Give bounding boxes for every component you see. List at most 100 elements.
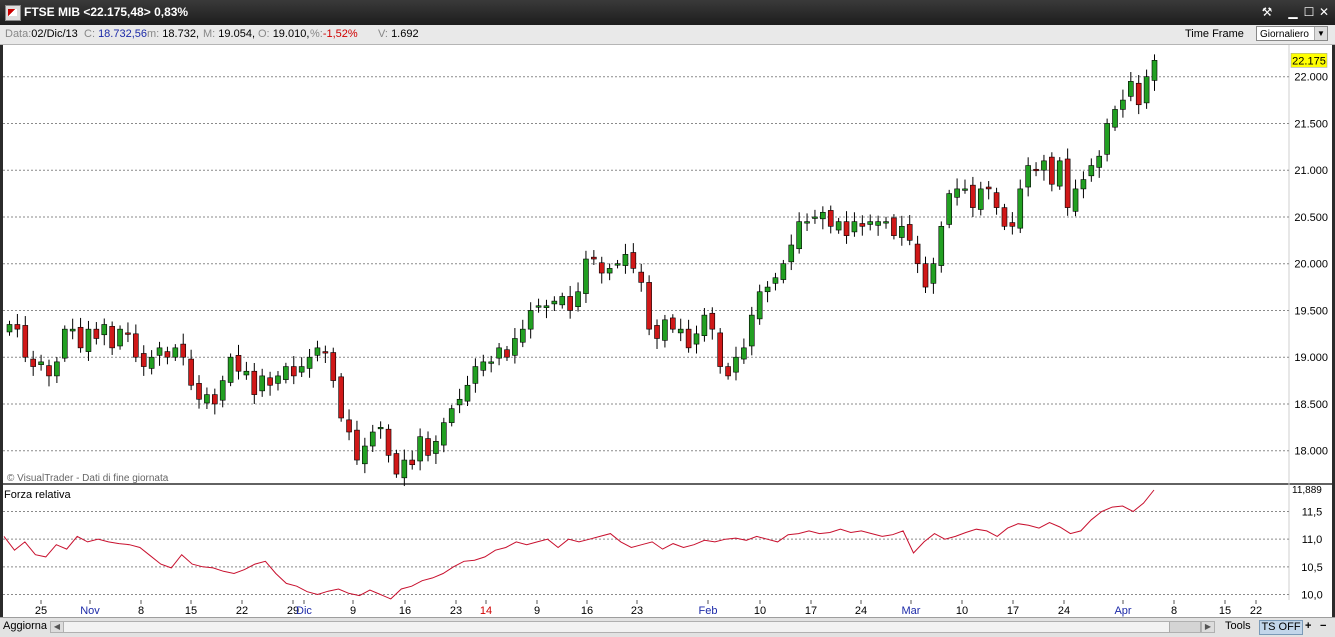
candle-body-up (456, 398, 463, 406)
candle-body-up (417, 436, 423, 462)
candle-body-up (219, 380, 226, 401)
candle (764, 281, 771, 303)
scroll-right-icon[interactable]: ▶ (1201, 622, 1214, 632)
indicator-axis-bg (1289, 485, 1332, 600)
chevron-down-icon[interactable]: ▼ (1314, 27, 1327, 40)
candle (851, 212, 858, 237)
candle-body-down (267, 377, 273, 386)
candle (275, 371, 281, 391)
scroll-thumb[interactable] (1169, 622, 1201, 632)
price-tick-label: 20.500 (1294, 212, 1328, 224)
last-price-box (1290, 53, 1328, 68)
candle-body-up (1041, 160, 1047, 171)
indicator-axis: 11,5 11,0 10,5 10,0 (1301, 507, 1322, 602)
time-tick-label: 14 (480, 605, 492, 617)
candle-body-up (622, 254, 629, 266)
candle-body-down (93, 328, 100, 339)
candle (362, 437, 368, 474)
candle-body-up (1096, 155, 1103, 168)
candle-body-up (148, 356, 155, 369)
candle-body-down (504, 349, 510, 358)
candle-body-up (756, 291, 763, 320)
indicator-plot-bg (3, 485, 1289, 600)
candle (267, 371, 273, 396)
candle-body-up (527, 310, 534, 330)
candle (859, 215, 866, 236)
candle (180, 333, 187, 366)
candle-body-up (448, 408, 455, 423)
candle (922, 256, 929, 294)
candle-body-down (567, 296, 573, 311)
time-tick-label: 9 (350, 605, 356, 617)
candle (1112, 105, 1118, 131)
candle-body-up (6, 324, 13, 333)
time-tick-label: Nov (80, 605, 100, 617)
candle (85, 320, 92, 361)
time-frame-select[interactable]: Giornaliero ▼ (1256, 26, 1328, 41)
horizontal-scrollbar[interactable]: ◀ ▶ (50, 621, 1215, 633)
candle (567, 285, 573, 319)
candle-body-down (425, 438, 431, 456)
price-tick-label: 20.000 (1294, 259, 1328, 271)
candle-body-up (1151, 60, 1158, 81)
candle-body-down (409, 459, 416, 466)
time-axis-bg (3, 600, 1332, 617)
candle (835, 217, 842, 234)
candle-body-up (606, 268, 613, 274)
candle (930, 257, 937, 294)
candles (6, 54, 1158, 487)
chart-area[interactable]: 22.000 21.500 21.000 20.500 20.000 19.500 19.0… (0, 45, 1335, 617)
time-tick-label: 16 (399, 605, 411, 617)
refresh-button[interactable]: Aggiorna (3, 620, 48, 632)
time-tick-label: 15 (1219, 605, 1231, 617)
time-tick-label: 23 (450, 605, 462, 617)
candle-body-up (441, 422, 447, 446)
maximize-icon[interactable]: ☐ (1303, 5, 1315, 19)
candle-body-up (1025, 165, 1031, 188)
candle-body-up (946, 193, 952, 225)
candle (1120, 89, 1126, 118)
close-field: C: 18.732,56 (84, 28, 147, 40)
candle (1151, 54, 1158, 91)
candle (796, 212, 802, 254)
tool-icon[interactable]: ⚒ (1261, 5, 1273, 19)
candle-body-up (1017, 188, 1024, 229)
candle-body-up (1072, 188, 1079, 212)
candle-body-up (54, 361, 60, 377)
candle (1009, 212, 1016, 235)
candle-body-down (1009, 222, 1016, 227)
zoom-out-button[interactable]: − (1320, 620, 1327, 632)
candle-body-down (1135, 82, 1142, 106)
candle-body-down (46, 365, 52, 377)
candle-body-down (591, 256, 597, 260)
candle (172, 344, 179, 361)
candle-body-up (369, 431, 376, 447)
candle-body-up (1112, 109, 1118, 128)
candle (330, 347, 337, 388)
candle (504, 345, 510, 361)
candle (227, 353, 234, 387)
candle-body-down (109, 326, 115, 349)
close-icon[interactable]: ✕ (1318, 5, 1330, 19)
minimize-icon[interactable]: ▁ (1288, 5, 1298, 19)
scroll-left-icon[interactable]: ◀ (51, 622, 64, 632)
candle (1033, 162, 1039, 177)
candle (654, 319, 660, 349)
candle-body-up (1088, 165, 1095, 177)
tools-button[interactable]: Tools (1225, 620, 1251, 632)
time-tick-label: 17 (1007, 605, 1019, 617)
candle (401, 449, 408, 487)
candle-body-down (646, 282, 652, 330)
candle (235, 344, 242, 380)
ts-off-button[interactable]: TS OFF (1259, 620, 1303, 635)
candle (219, 375, 226, 408)
indicator-tick-label: 10,5 (1301, 562, 1322, 574)
candle (914, 235, 921, 274)
candle-body-up (962, 188, 968, 191)
copyright-text: © VisualTrader - Dati di fine giornata (7, 473, 169, 484)
candle-body-down (354, 429, 360, 461)
time-tick-label: 15 (185, 605, 197, 617)
candle (843, 211, 850, 244)
candle (22, 316, 29, 363)
zoom-in-button[interactable]: + (1305, 620, 1312, 632)
